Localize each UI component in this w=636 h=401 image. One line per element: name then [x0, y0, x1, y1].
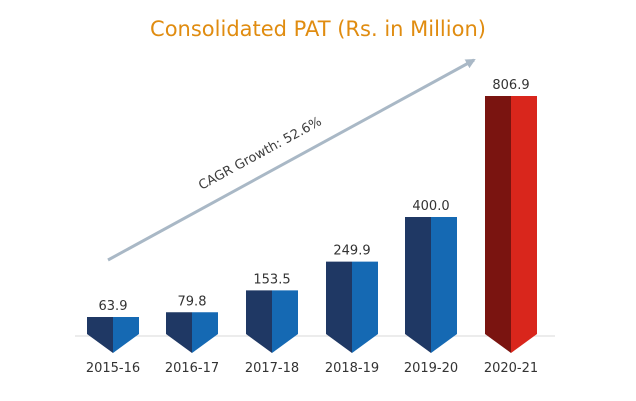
bar-right-face: [192, 312, 218, 353]
bar-left-face: [485, 96, 511, 353]
value-label: 806.9: [492, 78, 529, 93]
bar-2018-19: [326, 261, 378, 353]
value-label: 63.9: [99, 299, 128, 314]
value-label: 79.8: [178, 294, 207, 309]
bar-2015-16: [87, 316, 139, 353]
bar-2016-17: [166, 312, 218, 353]
bar-right-face: [511, 96, 537, 353]
bar-left-face: [405, 217, 431, 353]
chart-title: Consolidated PAT (Rs. in Million): [150, 17, 486, 41]
x-tick-label: 2017-18: [245, 361, 299, 376]
bar-left-face: [87, 316, 113, 353]
x-tick-label: 2019-20: [404, 361, 458, 376]
value-label: 249.9: [333, 244, 370, 259]
bar-right-face: [272, 290, 298, 353]
bar-2019-20: [405, 217, 457, 353]
x-tick-label: 2018-19: [325, 361, 379, 376]
bar-left-face: [166, 312, 192, 353]
value-label: 153.5: [253, 272, 290, 287]
x-tick-label: 2015-16: [86, 361, 140, 376]
bar-right-face: [352, 261, 378, 353]
bar-2017-18: [246, 290, 298, 353]
bar-right-face: [113, 316, 139, 353]
bar-left-face: [326, 261, 352, 353]
x-tick-label: 2020-21: [484, 361, 538, 376]
bar-right-face: [431, 217, 457, 353]
bars-layer: [87, 96, 537, 353]
labels-layer: 63.9 2015-16 79.8 2016-17 153.5 2017-18 249.9 2…: [86, 78, 538, 376]
value-label: 400.0: [412, 199, 449, 214]
x-tick-label: 2016-17: [165, 361, 219, 376]
cagr-arrow: [107, 58, 476, 262]
bar-left-face: [246, 290, 272, 353]
bar-2020-21: [485, 96, 537, 353]
